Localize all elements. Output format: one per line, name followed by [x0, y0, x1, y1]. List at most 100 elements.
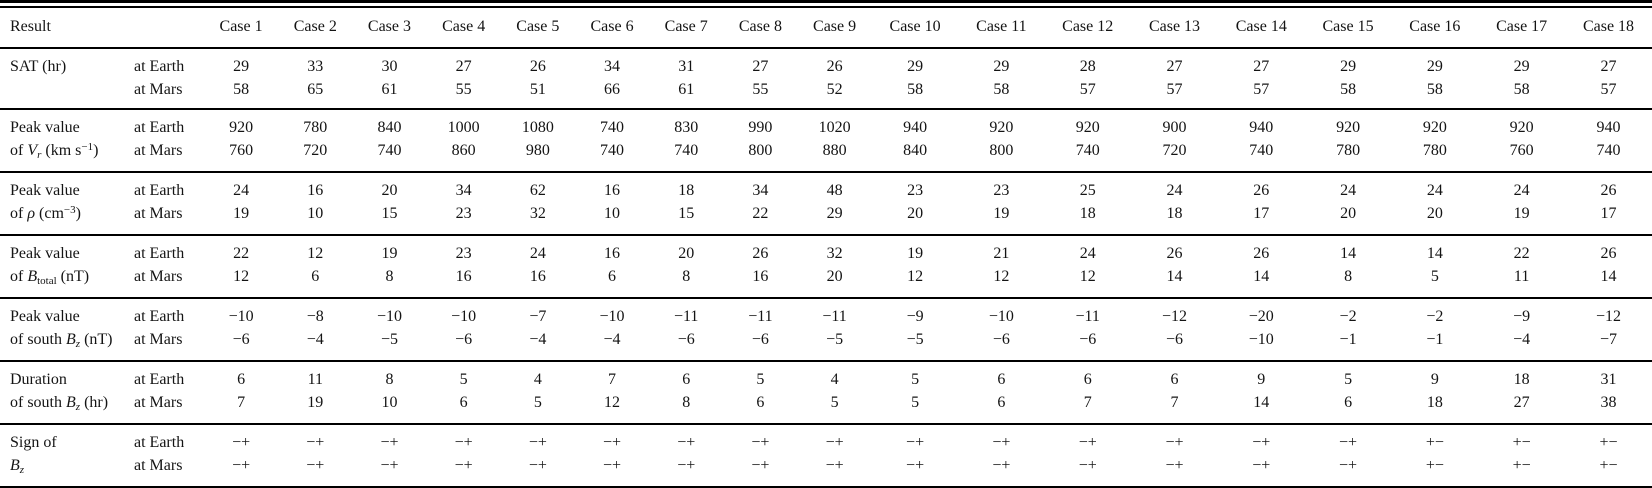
value-cell-peak-vr-case-14: 940 — [1249, 119, 1274, 136]
value-cell-duration-south-bz-case-1: 6 — [237, 371, 246, 388]
value-cell-duration-south-bz-case-5: 4 — [533, 371, 542, 388]
value-cell-sign-bz-case-7: −+ — [677, 457, 696, 474]
value-cell-peak-south-bz-case-2: −4 — [306, 331, 324, 348]
value-cell-peak-rho-case-2: 16 — [307, 182, 324, 199]
value-cell-sign-bz-case-2: −+ — [306, 457, 325, 474]
value-cell-peak-vr-case-3: 840 — [377, 119, 402, 136]
value-cell-duration-south-bz-case-4: 6 — [459, 394, 468, 411]
value-cell-peak-rho-case-1: 24 — [233, 182, 250, 199]
value-cell-peak-btotal-case-13: 26 — [1166, 245, 1183, 262]
value-cell-peak-south-bz-case-10: −9 — [906, 308, 924, 325]
value-cell-sat-case-12: 57 — [1079, 81, 1096, 98]
value-cell-peak-vr-case-4: 860 — [451, 142, 476, 159]
value-cell-sign-bz-case-9: −+ — [825, 457, 844, 474]
row-label-segment: −3 — [63, 204, 76, 216]
value-cell-sat-case-15: 58 — [1340, 81, 1357, 98]
row-group-peak-btotal: Peak value at Earth 22 12 19 23 24 16 20 26 32 19 21… — [0, 235, 1652, 298]
value-cell-sign-bz-case-17: +− — [1512, 434, 1531, 451]
value-cell-sign-bz-case-4: −+ — [454, 434, 473, 451]
value-cell-peak-vr-case-1: 760 — [229, 142, 254, 159]
value-cell-peak-rho-case-12: 18 — [1079, 205, 1096, 222]
value-cell-peak-south-bz-case-7: −11 — [674, 308, 699, 325]
row-label-peak-btotal-line2: of Btotal (nT) — [0, 265, 132, 298]
value-cell-peak-vr-case-15: 920 — [1336, 119, 1361, 136]
value-cell-peak-rho-case-10: 23 — [907, 182, 924, 199]
row-label-peak-vr-line2: of Vr (km s−1) — [0, 139, 132, 172]
row-label-segment: (hr) — [80, 394, 109, 411]
row-label-segment: B — [10, 457, 20, 474]
location-label: at Earth — [134, 182, 185, 199]
column-header-result: Result — [10, 18, 51, 35]
value-cell-peak-rho-case-6: 16 — [604, 182, 621, 199]
value-cell-peak-btotal-case-12: 24 — [1079, 245, 1096, 262]
value-cell-peak-rho-case-12: 25 — [1079, 182, 1096, 199]
row-label-segment: V — [27, 142, 38, 159]
value-cell-sat-case-14: 57 — [1253, 81, 1270, 98]
location-label: at Mars — [134, 81, 183, 98]
row-label-duration-south-bz-line1: Duration — [0, 361, 132, 391]
value-cell-duration-south-bz-case-10: 5 — [911, 394, 920, 411]
value-cell-duration-south-bz-case-11: 6 — [997, 394, 1006, 411]
value-cell-peak-south-bz-case-18: −7 — [1599, 331, 1618, 348]
value-cell-duration-south-bz-case-7: 8 — [682, 394, 691, 411]
value-cell-peak-btotal-case-5: 24 — [529, 245, 546, 262]
value-cell-peak-south-bz-case-14: −20 — [1248, 308, 1274, 325]
value-cell-duration-south-bz-case-14: 9 — [1257, 371, 1266, 388]
table-row-duration-south-bz-mars: of south Bz (hr) at Mars 7 19 10 6 5 12 8 6 5 5 6 7 7 1… — [0, 391, 1652, 424]
value-cell-duration-south-bz-case-13: 7 — [1170, 394, 1179, 411]
value-cell-duration-south-bz-case-8: 6 — [756, 394, 765, 411]
value-cell-sign-bz-case-11: −+ — [992, 434, 1011, 451]
value-cell-peak-vr-case-2: 780 — [303, 119, 328, 136]
location-label: at Mars — [134, 205, 183, 222]
row-label-segment: z — [75, 401, 81, 413]
value-cell-sat-case-16: 58 — [1426, 81, 1443, 98]
table-header: Result Case 1 Case 2 Case 3 Case 4 Case 5 Cas… — [0, 8, 1652, 48]
value-cell-peak-rho-case-7: 18 — [678, 182, 695, 199]
value-cell-sign-bz-case-16: +− — [1425, 457, 1444, 474]
table-row-peak-rho-mars: of ρ (cm−3) at Mars 19 10 15 23 32 10 15 22 29 20 19… — [0, 202, 1652, 235]
column-header-case-9: Case 9 — [813, 18, 857, 35]
value-cell-peak-btotal-case-16: 14 — [1426, 245, 1443, 262]
value-cell-peak-vr-case-18: 740 — [1596, 142, 1621, 159]
value-cell-peak-btotal-case-16: 5 — [1430, 268, 1439, 285]
column-header-case-14: Case 14 — [1235, 18, 1287, 35]
location-label: at Earth — [134, 371, 185, 388]
row-label-segment: of — [10, 142, 28, 159]
value-cell-sign-bz-case-12: −+ — [1078, 457, 1097, 474]
value-cell-peak-vr-case-8: 990 — [748, 119, 773, 136]
value-cell-duration-south-bz-case-4: 5 — [459, 371, 468, 388]
value-cell-duration-south-bz-case-6: 12 — [604, 394, 621, 411]
location-label: at Earth — [134, 245, 185, 262]
value-cell-peak-vr-case-6: 740 — [600, 119, 625, 136]
value-cell-sat-case-17: 29 — [1513, 58, 1530, 75]
value-cell-peak-vr-case-5: 980 — [525, 142, 550, 159]
value-cell-duration-south-bz-case-9: 5 — [830, 394, 839, 411]
table-row-sat-earth: SAT (hr) at Earth 29 33 30 27 26 34 31 27 26 29 29 28… — [0, 48, 1652, 78]
value-cell-duration-south-bz-case-17: 18 — [1513, 371, 1530, 388]
value-cell-duration-south-bz-case-6: 7 — [608, 371, 617, 388]
value-cell-sat-case-2: 33 — [307, 58, 324, 75]
value-cell-peak-rho-case-5: 62 — [529, 182, 546, 199]
value-cell-peak-btotal-case-14: 14 — [1253, 268, 1270, 285]
column-header-case-7: Case 7 — [664, 18, 708, 35]
table-row-peak-vr-earth: Peak value at Earth 920 780 840 1000 1080 740 83… — [0, 109, 1652, 139]
value-cell-peak-btotal-case-6: 6 — [608, 268, 617, 285]
value-cell-peak-vr-case-6: 740 — [600, 142, 625, 159]
value-cell-peak-btotal-case-5: 16 — [529, 268, 546, 285]
row-label-segment: total — [37, 275, 57, 287]
value-cell-peak-btotal-case-2: 12 — [307, 245, 324, 262]
value-cell-peak-vr-case-2: 720 — [303, 142, 328, 159]
value-cell-sign-bz-case-12: −+ — [1078, 434, 1097, 451]
value-cell-peak-vr-case-15: 780 — [1336, 142, 1361, 159]
value-cell-sign-bz-case-6: −+ — [603, 434, 622, 451]
value-cell-peak-vr-case-12: 920 — [1075, 119, 1100, 136]
value-cell-duration-south-bz-case-5: 5 — [533, 394, 542, 411]
column-header-case-15: Case 15 — [1322, 18, 1374, 35]
value-cell-peak-vr-case-17: 920 — [1509, 119, 1534, 136]
column-header-case-2: Case 2 — [293, 18, 337, 35]
value-cell-duration-south-bz-case-3: 8 — [385, 371, 394, 388]
value-cell-peak-btotal-case-4: 16 — [455, 268, 472, 285]
value-cell-peak-south-bz-case-1: −10 — [228, 308, 254, 325]
column-header-case-10: Case 10 — [889, 18, 941, 35]
value-cell-sat-case-9: 26 — [826, 58, 843, 75]
